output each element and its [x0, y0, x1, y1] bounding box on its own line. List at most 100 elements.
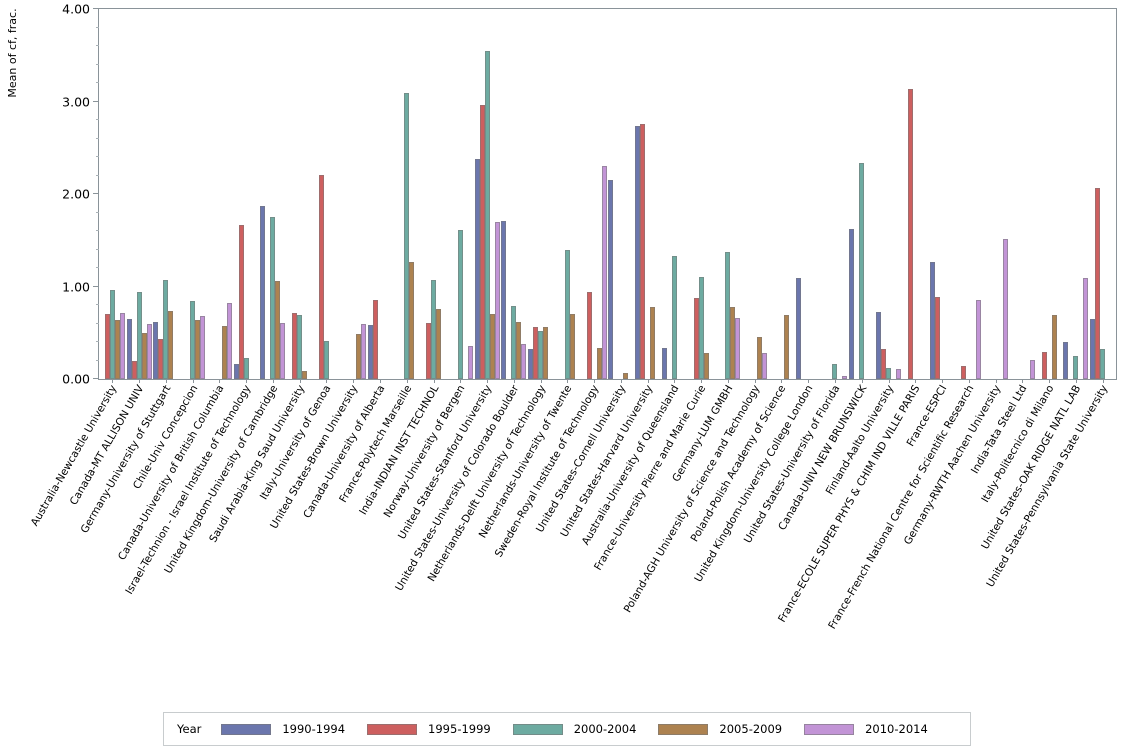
y-tick-minor [96, 82, 99, 83]
bar [564, 249, 570, 379]
bar [318, 174, 324, 379]
x-tick [942, 379, 944, 383]
bar [516, 321, 522, 379]
bar [163, 280, 169, 379]
bar [109, 290, 115, 379]
bar [538, 330, 544, 379]
bar-group [555, 9, 580, 379]
legend-color-swatch [804, 723, 855, 735]
x-tick [808, 379, 810, 383]
bar [226, 303, 232, 379]
bar-group [448, 9, 473, 379]
bar [467, 345, 473, 379]
y-tick-minor [96, 304, 99, 305]
x-tick [754, 379, 756, 383]
x-tick [272, 379, 274, 383]
x-tick [139, 379, 141, 383]
bar-group [689, 9, 714, 379]
bar-group [983, 9, 1009, 379]
legend-entry[interactable]: 2000-2004 [512, 722, 636, 736]
bar-group [1010, 9, 1035, 379]
legend-color-swatch [512, 723, 563, 735]
bar [881, 349, 886, 379]
x-tick [1022, 379, 1024, 383]
bar [1063, 342, 1069, 379]
x-tick [192, 379, 194, 383]
bar [323, 341, 329, 379]
bar [635, 125, 641, 379]
x-tick [1102, 379, 1104, 383]
x-tick [513, 379, 515, 383]
y-tick-major [93, 378, 99, 379]
legend-entry[interactable]: 2010-2014 [804, 722, 928, 736]
y-tick-minor [96, 174, 99, 176]
bar [896, 368, 901, 379]
bar-group [769, 9, 794, 379]
bar-group [795, 9, 821, 379]
bar [457, 230, 463, 379]
bar [190, 301, 196, 379]
bar [474, 158, 480, 379]
bar [693, 297, 699, 379]
bar [275, 280, 281, 379]
bar-group [207, 9, 232, 379]
bar [426, 322, 432, 379]
bar [131, 361, 137, 379]
bar [907, 89, 913, 379]
bar-group [367, 9, 393, 379]
bar [640, 123, 646, 379]
bar-group [929, 9, 955, 379]
y-tick-minor [96, 156, 99, 157]
bar [671, 255, 677, 379]
bar [1100, 349, 1106, 379]
bar-group [849, 9, 874, 379]
x-tick [888, 379, 890, 383]
bar [238, 225, 244, 379]
legend-entry[interactable]: 1995-1999 [367, 722, 491, 736]
bar [494, 221, 500, 379]
bar-group [260, 9, 286, 379]
bar [136, 292, 142, 379]
legend-color-swatch [367, 723, 418, 735]
legend-entry[interactable]: 1990-1994 [221, 722, 345, 736]
bar [158, 339, 164, 379]
bar [698, 277, 704, 379]
bar [961, 366, 967, 379]
bar [431, 280, 437, 379]
x-tick [353, 379, 355, 383]
bar [725, 252, 731, 379]
bar-group [153, 9, 178, 379]
x-tick [219, 379, 221, 383]
x-tick [620, 379, 622, 383]
legend-entry[interactable]: 2005-2009 [658, 722, 782, 736]
bar [292, 313, 298, 379]
x-tick [647, 379, 649, 383]
x-tick [406, 379, 408, 383]
bar [876, 312, 881, 379]
bar [404, 93, 410, 379]
x-tick [112, 379, 114, 383]
x-tick [1049, 379, 1051, 383]
bar [233, 364, 239, 379]
bar [757, 337, 763, 379]
x-tick [727, 379, 729, 383]
bar [929, 261, 935, 379]
bar-group [287, 9, 312, 379]
bar [280, 322, 286, 379]
bar [200, 316, 206, 379]
bar [114, 319, 120, 379]
y-axis-title: Mean of cf, frac. [6, 8, 19, 98]
bar [650, 306, 656, 379]
x-tick [995, 379, 997, 383]
bar [104, 314, 110, 379]
y-tick-major [93, 100, 99, 102]
bar [195, 319, 201, 379]
bar [1003, 239, 1009, 379]
bar [832, 364, 838, 379]
bar [976, 300, 982, 379]
legend-title: Year [177, 722, 202, 736]
bar [735, 317, 741, 379]
y-tick-minor [96, 26, 99, 28]
bar [409, 261, 415, 379]
